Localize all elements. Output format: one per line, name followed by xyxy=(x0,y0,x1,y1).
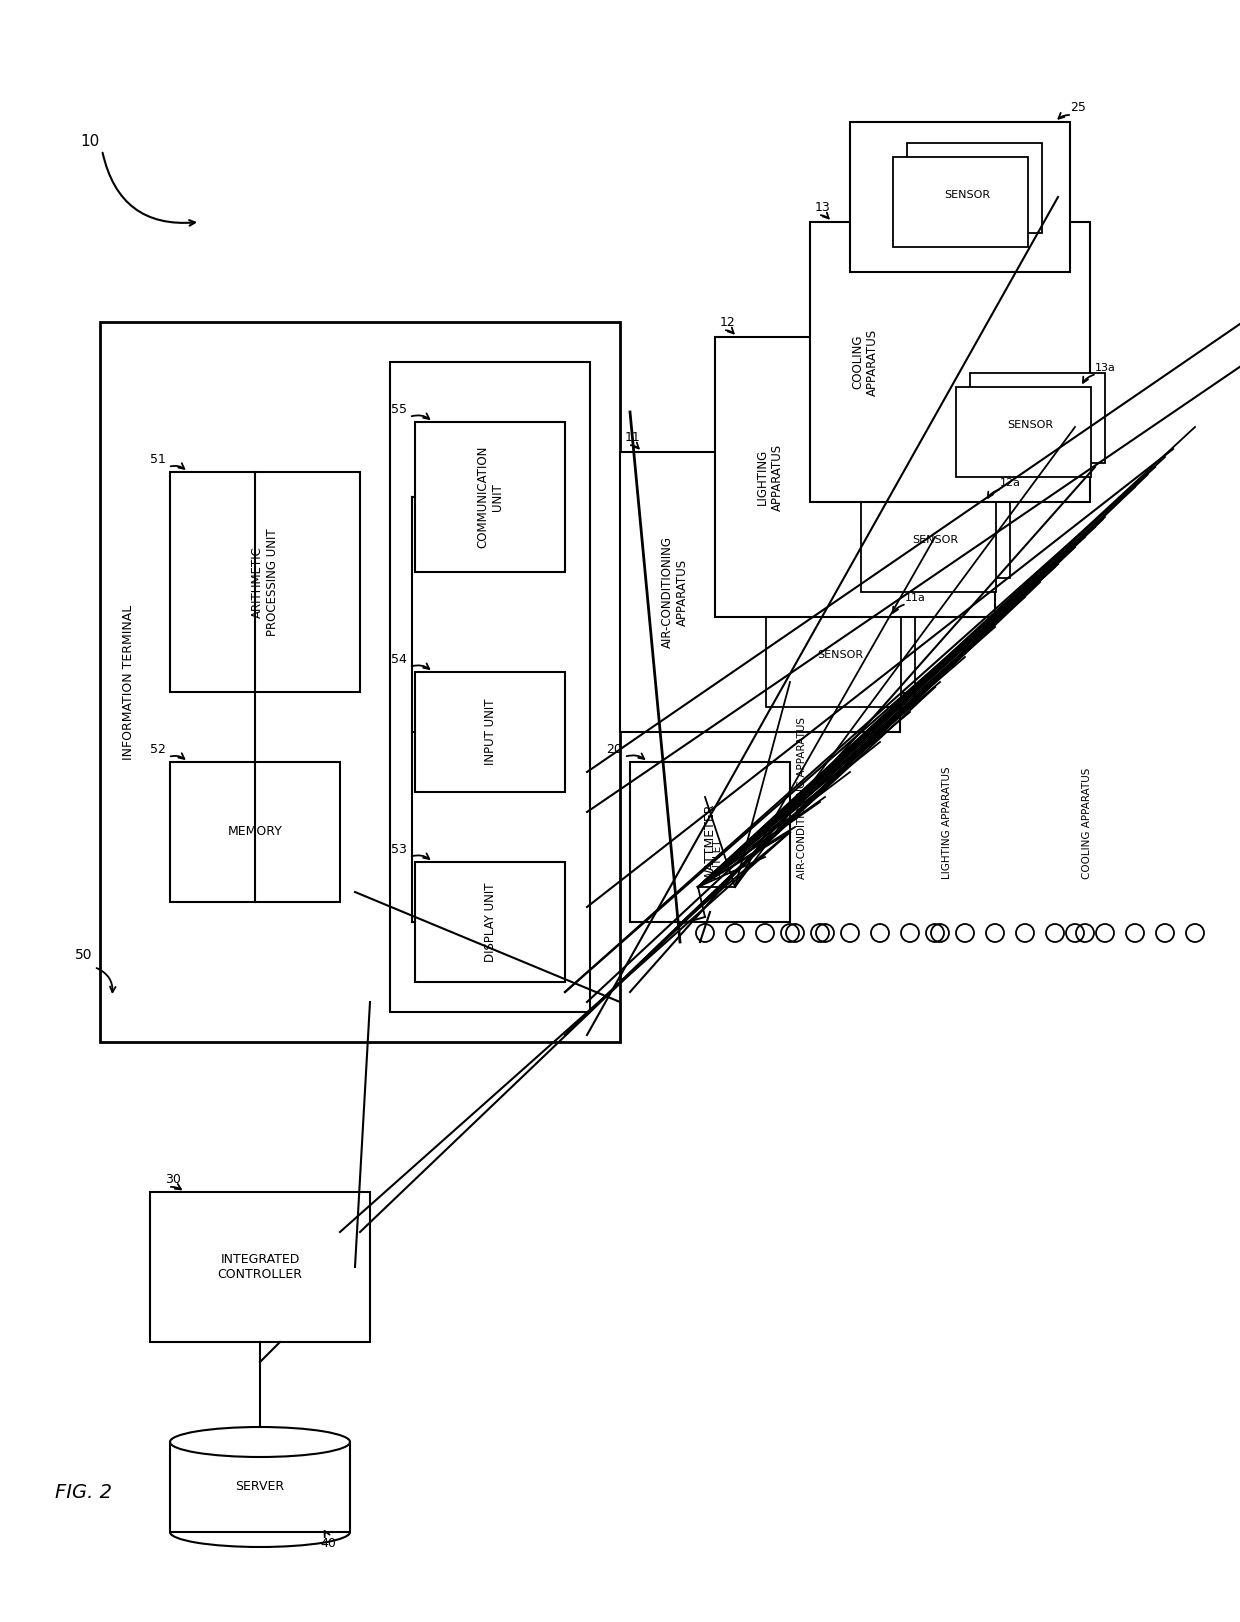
Text: SENSOR: SENSOR xyxy=(944,190,990,200)
Bar xyxy=(849,122,1070,272)
Text: INPUT UNIT: INPUT UNIT xyxy=(484,699,496,766)
Bar xyxy=(780,603,915,693)
Text: 52: 52 xyxy=(150,743,166,756)
Bar xyxy=(906,143,1042,234)
Text: FIG. 2: FIG. 2 xyxy=(55,1483,112,1502)
Text: DISPLAY UNIT: DISPLAY UNIT xyxy=(484,882,496,962)
Text: LIGHTING
APPARATUS: LIGHTING APPARATUS xyxy=(756,443,784,511)
Text: 53: 53 xyxy=(391,843,407,856)
Text: OUTLET: OUTLET xyxy=(712,839,722,879)
Text: 13: 13 xyxy=(815,201,831,214)
Text: SENSOR: SENSOR xyxy=(817,650,863,660)
Bar xyxy=(715,337,994,616)
Text: 11: 11 xyxy=(625,431,641,444)
Bar xyxy=(415,422,565,573)
Text: 50: 50 xyxy=(74,947,92,962)
Bar xyxy=(620,453,900,732)
Text: 20: 20 xyxy=(606,743,622,756)
Text: ARITHMETIC
PROCESSING UNIT: ARITHMETIC PROCESSING UNIT xyxy=(250,529,279,636)
Bar xyxy=(150,1192,370,1341)
Bar xyxy=(893,157,1028,247)
Text: INFORMATION TERMINAL: INFORMATION TERMINAL xyxy=(122,605,134,759)
Bar xyxy=(170,1442,350,1533)
Text: SENSOR: SENSOR xyxy=(913,535,959,545)
Text: 54: 54 xyxy=(391,654,407,667)
Ellipse shape xyxy=(170,1427,350,1457)
Text: COMMUNICATION
UNIT: COMMUNICATION UNIT xyxy=(476,446,503,548)
Bar xyxy=(956,388,1091,477)
Bar xyxy=(874,488,1009,577)
Bar xyxy=(630,762,790,921)
Text: 25: 25 xyxy=(1070,101,1086,114)
Text: 40: 40 xyxy=(320,1538,336,1551)
Bar xyxy=(861,501,996,592)
Bar xyxy=(170,472,360,693)
Text: 55: 55 xyxy=(391,402,407,415)
Text: LIGHTING APPARATUS: LIGHTING APPARATUS xyxy=(942,766,952,879)
Text: 51: 51 xyxy=(150,453,166,466)
Text: 11a: 11a xyxy=(905,594,925,603)
Text: 12a: 12a xyxy=(999,478,1021,488)
Text: 13a: 13a xyxy=(1095,363,1116,373)
Text: 30: 30 xyxy=(165,1173,181,1186)
Bar xyxy=(415,672,565,792)
Bar xyxy=(810,222,1090,501)
Text: COOLING APPARATUS: COOLING APPARATUS xyxy=(1083,767,1092,879)
Text: COOLING
APPARATUS: COOLING APPARATUS xyxy=(851,328,879,396)
Text: 10: 10 xyxy=(81,135,99,149)
Text: 12: 12 xyxy=(720,316,735,329)
Bar xyxy=(765,616,900,707)
Text: INTEGRATED
CONTROLLER: INTEGRATED CONTROLLER xyxy=(217,1254,303,1281)
Bar xyxy=(415,861,565,981)
Bar xyxy=(391,362,590,1012)
Text: AIR-CONDITIONING
APPARATUS: AIR-CONDITIONING APPARATUS xyxy=(661,535,689,649)
Bar xyxy=(970,373,1105,462)
Text: SENSOR: SENSOR xyxy=(1007,420,1053,430)
Bar xyxy=(100,323,620,1041)
Bar xyxy=(170,762,340,902)
Text: AIR-CONDITIONING APPARATUS: AIR-CONDITIONING APPARATUS xyxy=(797,717,807,879)
Text: WATTMETER: WATTMETER xyxy=(703,803,717,881)
Text: MEMORY: MEMORY xyxy=(228,826,283,839)
Text: SERVER: SERVER xyxy=(236,1481,284,1494)
